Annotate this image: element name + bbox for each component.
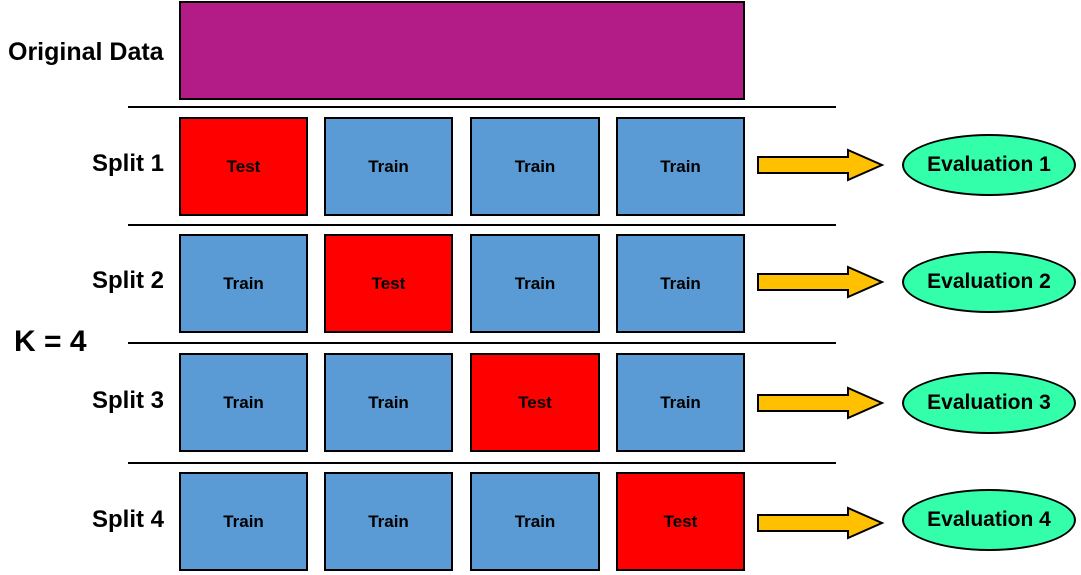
divider-line <box>128 342 836 344</box>
split-1-fold-2: Train <box>324 117 453 216</box>
divider-line <box>128 224 836 226</box>
split-4-fold-2: Train <box>324 472 453 571</box>
split-4-fold-3: Train <box>470 472 600 571</box>
split-3-label: Split 3 <box>91 387 164 414</box>
split-4-arrow <box>757 506 885 540</box>
split-3-fold-4: Train <box>616 353 745 452</box>
split-1-arrow <box>757 148 885 182</box>
split-1-fold-4: Train <box>616 117 745 216</box>
split-3-fold-1: Train <box>179 353 308 452</box>
split-2-fold-2: Test <box>324 234 453 333</box>
evaluation-3: Evaluation 3 <box>902 372 1076 434</box>
k-label: K = 4 <box>14 325 87 358</box>
split-2-fold-1: Train <box>179 234 308 333</box>
original-data-bar <box>179 1 745 100</box>
evaluation-1: Evaluation 1 <box>902 134 1076 196</box>
divider-line <box>128 462 836 464</box>
split-3-fold-2: Train <box>324 353 453 452</box>
original-data-label: Original Data <box>8 38 164 66</box>
split-4-label: Split 4 <box>91 506 164 533</box>
split-2-label: Split 2 <box>91 267 164 294</box>
split-1-fold-3: Train <box>470 117 600 216</box>
split-2-arrow <box>757 265 885 299</box>
split-1-fold-1: Test <box>179 117 308 216</box>
split-3-fold-3: Test <box>470 353 600 452</box>
divider-line <box>128 106 836 108</box>
split-2-fold-4: Train <box>616 234 745 333</box>
split-4-fold-1: Train <box>179 472 308 571</box>
split-1-label: Split 1 <box>91 150 164 177</box>
split-4-fold-4: Test <box>616 472 745 571</box>
split-2-fold-3: Train <box>470 234 600 333</box>
split-3-arrow <box>757 386 885 420</box>
evaluation-2: Evaluation 2 <box>902 251 1076 313</box>
evaluation-4: Evaluation 4 <box>902 489 1076 551</box>
